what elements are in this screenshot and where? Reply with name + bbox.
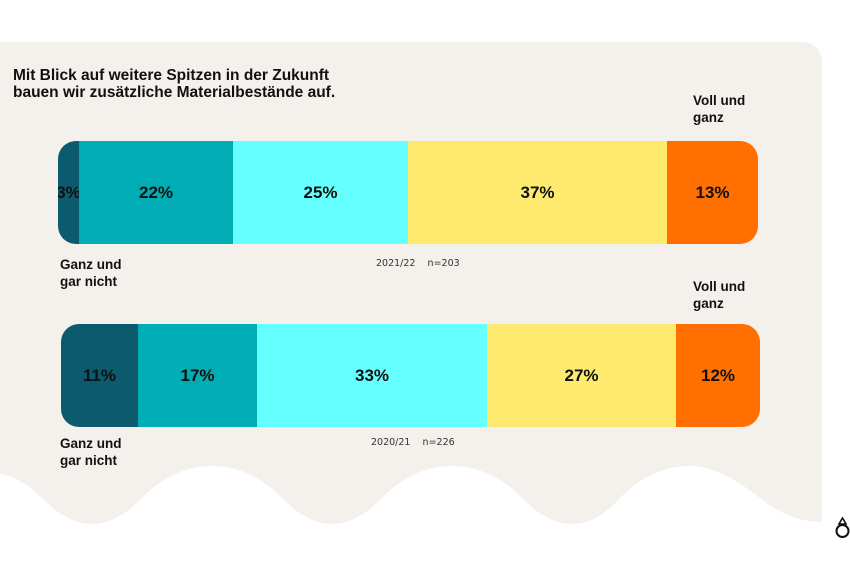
bar-0-segment-0: 3% [58,141,81,244]
bar-0-segment-1: 22% [79,141,233,244]
left-end-label-2-line2: gar nicht [60,453,118,468]
title-line-2: bauen wir zusätzliche Materialbestände a… [13,84,336,101]
bar-1-segment-4-label: 12% [700,365,736,385]
bar-0-segment-1-label: 22% [138,182,174,202]
bar-1-segment-1-label: 17% [180,365,215,385]
right-end-label-1: Voll und ganz [693,92,745,126]
bar-1-segment-2-label: 33% [354,365,390,385]
bar-1-segment-0: 11% [61,324,138,427]
bar-0-segment-2-label: 25% [303,182,338,202]
bar-0-segment-0-label: 3% [58,182,81,202]
bar-0-segment-3-label: 37% [520,182,555,202]
stacked-bar-2020-21: 11% 17% 33% 27% 12% [61,324,760,427]
left-end-label-1: Ganz und gar nicht [60,256,122,290]
brand-logo-icon [835,517,850,538]
stacked-bar-2021-22: 3% 22% 25% 37% 13% [58,141,758,244]
right-end-label-2-line2: ganz [693,296,724,311]
left-end-label-2: Ganz und gar nicht [60,435,122,469]
bar-1-segment-0-label: 11% [82,365,117,385]
bar-1-segment-3: 27% [487,324,676,427]
left-end-label-1-line1: Ganz und [60,257,122,272]
left-end-label-1-line2: gar nicht [60,274,118,289]
bar-0-segment-4-label: 13% [695,182,730,202]
bar-caption-2021-22: 2021/22 n=203 [376,258,460,269]
right-end-label-1-line2: ganz [693,110,724,125]
bar-1-segment-1: 17% [138,324,257,427]
chart-title: Mit Blick auf weitere Spitzen in der Zuk… [13,67,433,101]
bar-caption-2020-21: 2020/21 n=226 [371,437,455,448]
right-end-label-2-line1: Voll und [693,279,746,294]
bar-1-segment-2: 33% [257,324,487,427]
right-end-label-2: Voll und ganz [693,278,745,312]
right-end-label-1-line1: Voll und [693,93,746,108]
left-end-label-2-line1: Ganz und [60,436,122,451]
bar-1-segment-4: 12% [676,324,760,427]
bar-0-segment-2: 25% [233,141,408,244]
bar-0-segment-3: 37% [408,141,667,244]
title-line-1: Mit Blick auf weitere Spitzen in der Zuk… [13,67,330,84]
bar-0-segment-4: 13% [667,141,758,244]
bar-1-segment-3-label: 27% [564,365,599,385]
